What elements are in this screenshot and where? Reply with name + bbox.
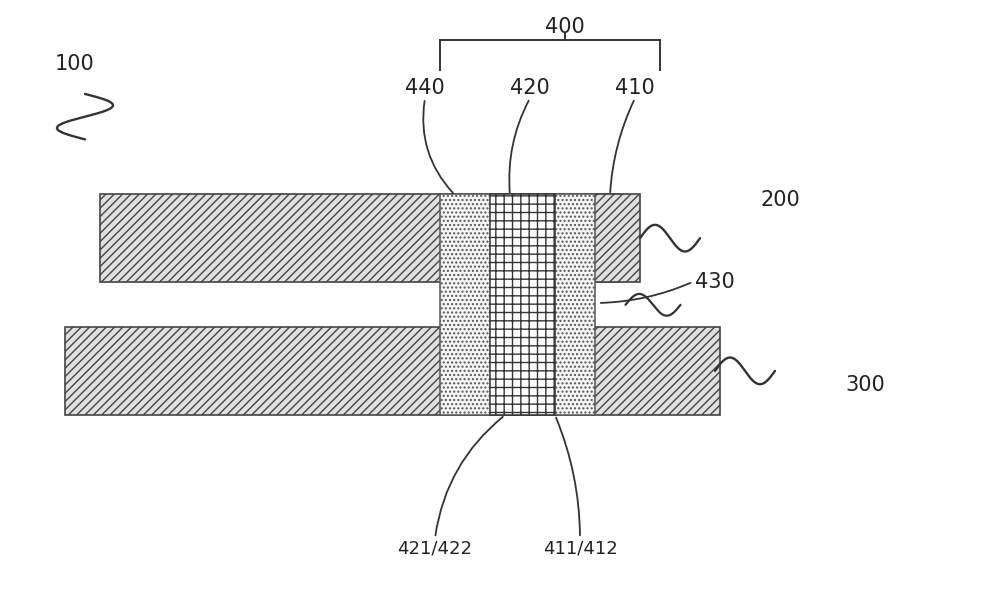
Text: 421/422: 421/422 xyxy=(398,539,473,558)
Text: 411/412: 411/412 xyxy=(543,539,617,558)
Bar xyxy=(65,327,720,415)
Text: 300: 300 xyxy=(845,375,885,395)
Bar xyxy=(440,194,595,415)
Text: 100: 100 xyxy=(55,53,95,74)
Text: 410: 410 xyxy=(615,78,655,98)
Text: 430: 430 xyxy=(695,271,735,292)
Text: 400: 400 xyxy=(545,17,585,38)
Text: 440: 440 xyxy=(405,78,445,98)
Text: 420: 420 xyxy=(510,78,550,98)
Bar xyxy=(100,194,620,282)
Bar xyxy=(490,194,555,415)
Text: 200: 200 xyxy=(760,190,800,210)
Bar xyxy=(585,194,640,282)
